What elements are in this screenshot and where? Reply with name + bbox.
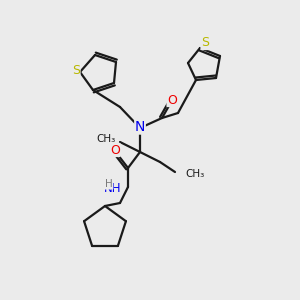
Text: O: O <box>167 94 177 106</box>
Text: H: H <box>105 179 113 189</box>
Text: N: N <box>135 120 145 134</box>
Text: O: O <box>110 143 120 157</box>
Text: CH₃: CH₃ <box>185 169 204 179</box>
Text: S: S <box>201 37 209 50</box>
Text: S: S <box>72 64 80 76</box>
Text: NH: NH <box>103 182 121 194</box>
Text: CH₃: CH₃ <box>96 134 116 144</box>
